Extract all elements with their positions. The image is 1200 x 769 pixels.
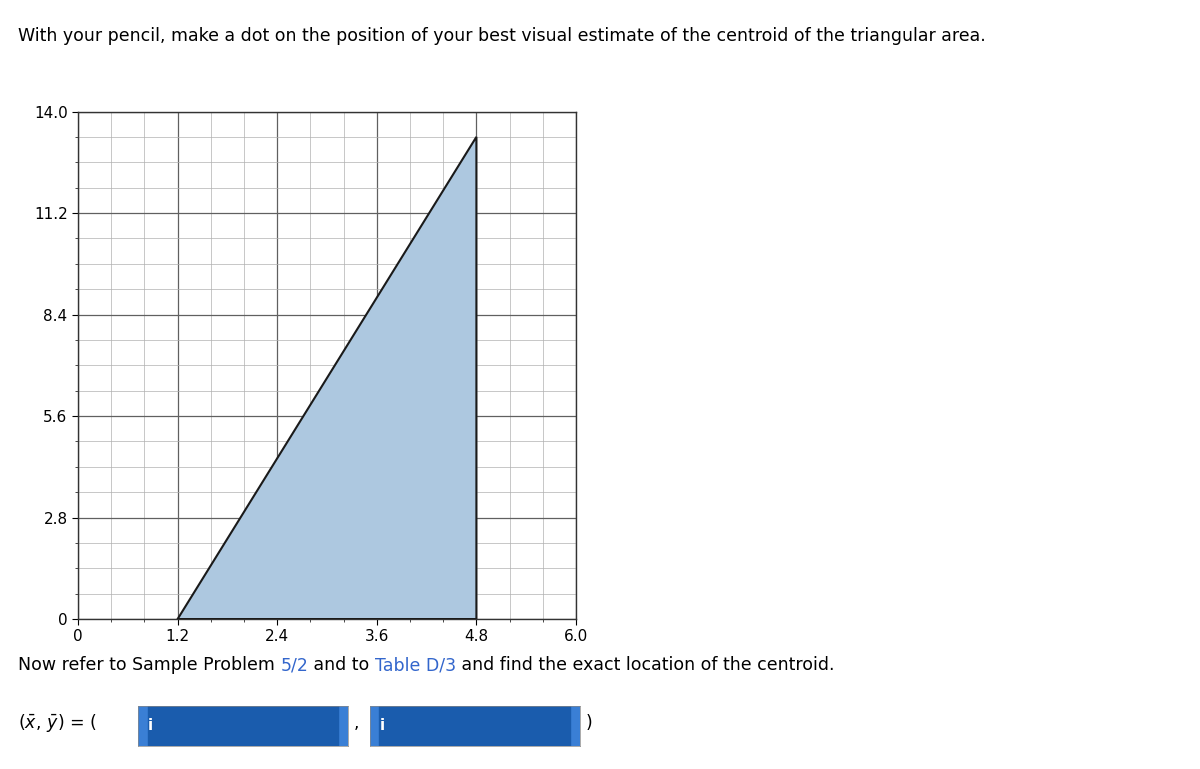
Text: and to: and to (308, 656, 374, 674)
Text: ,: , (354, 714, 360, 732)
Text: $(\bar{x},\, \bar{y})$ = (: $(\bar{x},\, \bar{y})$ = ( (18, 712, 98, 734)
Text: i: i (379, 718, 385, 734)
Text: With your pencil, make a dot on the position of your best visual estimate of the: With your pencil, make a dot on the posi… (18, 27, 985, 45)
Text: Table D/3: Table D/3 (374, 656, 456, 674)
Text: and find the exact location of the centroid.: and find the exact location of the centr… (456, 656, 835, 674)
Text: 5/2: 5/2 (281, 656, 308, 674)
Polygon shape (178, 137, 476, 619)
Text: Now refer to Sample Problem: Now refer to Sample Problem (18, 656, 281, 674)
Text: i: i (148, 718, 154, 734)
Text: ): ) (586, 714, 593, 732)
